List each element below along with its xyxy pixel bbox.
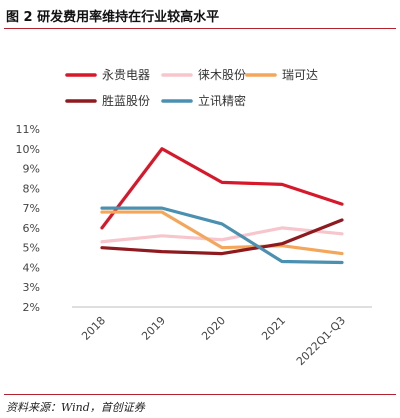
- y-tick-label: 6%: [23, 222, 40, 235]
- series-line-5: [100, 206, 344, 265]
- x-tick-label: 2020: [199, 314, 228, 343]
- legend-label: 立讯精密: [198, 93, 246, 108]
- y-tick-label: 11%: [16, 123, 40, 136]
- y-axis: 2% 3% 4% 5% 6% 7% 8% 9% 10% 11%: [16, 123, 40, 314]
- series-line-2: [100, 226, 344, 244]
- legend-label: 瑞可达: [282, 68, 318, 82]
- y-tick-label: 8%: [23, 182, 40, 195]
- legend-label: 徕木股份: [198, 68, 246, 82]
- series-line-1: [100, 147, 344, 230]
- y-tick-label: 3%: [23, 281, 40, 294]
- y-tick-label: 4%: [23, 261, 40, 274]
- x-axis: 2018 2019 2020 2021 2022Q1-Q3: [72, 306, 372, 368]
- y-tick-label: 10%: [16, 143, 40, 156]
- y-tick-label: 9%: [23, 163, 40, 176]
- y-tick-label: 5%: [23, 242, 40, 255]
- x-tick-label: 2021: [259, 314, 288, 343]
- source-divider: [4, 394, 396, 395]
- series-group: [100, 147, 344, 265]
- figure-title: 图 2 研发费用率维持在行业较高水平: [6, 10, 220, 25]
- y-tick-label: 7%: [23, 202, 40, 215]
- x-tick-label: 2019: [139, 314, 168, 343]
- source-note: 资料来源：Wind，首创证券: [6, 401, 145, 414]
- legend-label: 胜蓝股份: [102, 93, 150, 108]
- series-line-3: [100, 210, 344, 256]
- y-tick-label: 2%: [23, 301, 40, 314]
- legend-label: 永贵电器: [102, 68, 150, 82]
- series-line-4: [100, 218, 344, 256]
- title-divider: [4, 28, 396, 29]
- x-tick-label: 2022Q1-Q3: [294, 314, 348, 368]
- x-tick-label: 2018: [79, 314, 108, 343]
